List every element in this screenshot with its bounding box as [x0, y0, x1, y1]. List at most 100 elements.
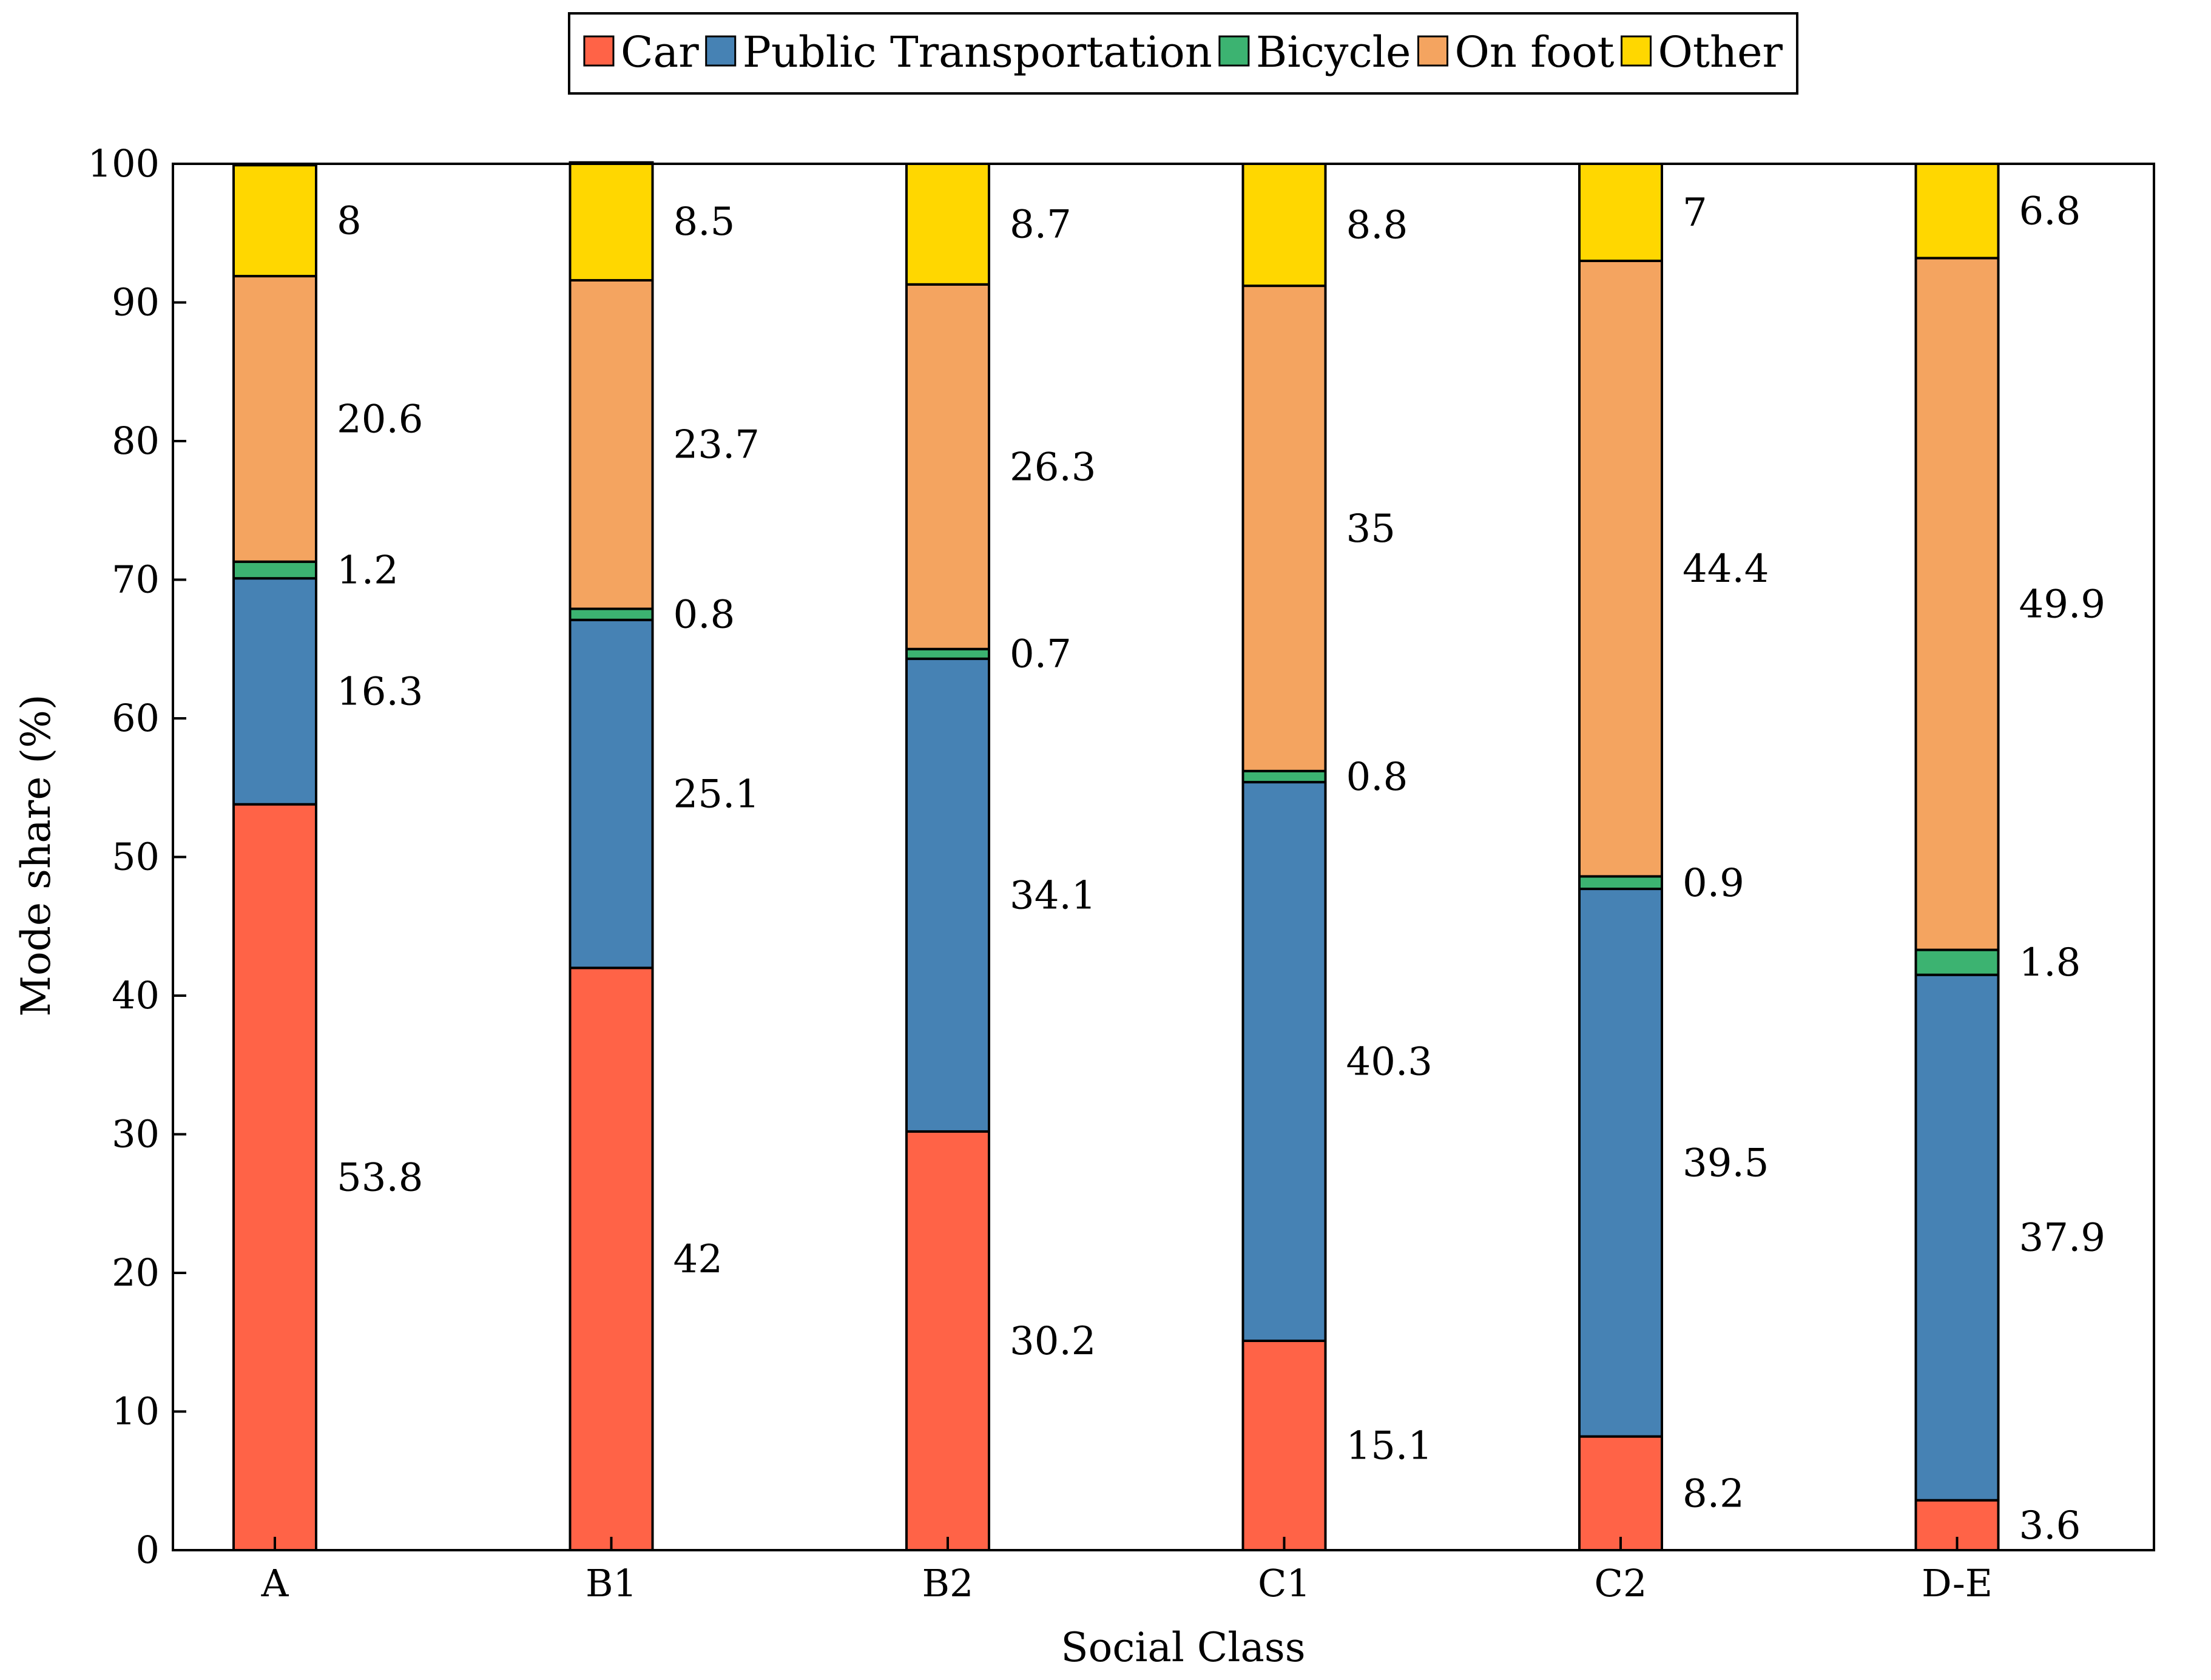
- bar-segment-other-b1: [569, 161, 654, 282]
- legend: Car Public Transportation Bicycle On foot Ot…: [567, 12, 1799, 95]
- y-axis: 0 10 20 30 40 50 60 70 80 90 100: [88, 141, 186, 1572]
- data-label: 20.6: [337, 397, 424, 442]
- bar-segment-bicycle-d-e: [1914, 948, 2000, 976]
- y-tick-label: 30: [112, 1112, 160, 1156]
- bar-segment-other-c1: [1241, 163, 1327, 288]
- legend-box: [567, 12, 1799, 95]
- y-tick-label: 10: [112, 1389, 160, 1434]
- x-axis: A B1 B2 C1 C2 D-E: [261, 1537, 1993, 1605]
- data-label: 8.5: [673, 200, 735, 245]
- bar-segment-other-d-e: [1914, 163, 2000, 260]
- data-label: 15.1: [1346, 1423, 1433, 1468]
- y-tick-label: 40: [112, 973, 160, 1017]
- legend-item-public-transportation: Public Transportation: [705, 27, 1212, 77]
- data-label: 49.9: [2019, 582, 2106, 627]
- bar-segment-bicycle-c2: [1578, 875, 1663, 891]
- bar-segment-on-foot-c1: [1241, 285, 1327, 772]
- bar-segment-car-a: [232, 803, 317, 1551]
- data-label: 3.6: [2019, 1503, 2081, 1548]
- data-label: 0.7: [1010, 632, 1072, 677]
- legend-item-car: Car: [583, 27, 699, 77]
- y-tick-label: 20: [112, 1250, 160, 1295]
- legend-label: Public Transportation: [743, 27, 1212, 77]
- bar-segment-on-foot-b2: [905, 283, 990, 650]
- y-tick-label: 0: [136, 1528, 160, 1572]
- bar-segment-car-c1: [1241, 1339, 1327, 1552]
- legend-label: Car: [621, 27, 699, 77]
- data-label: 6.8: [2019, 189, 2081, 234]
- legend-label: Bicycle: [1256, 27, 1411, 77]
- legend-item-bicycle: Bicycle: [1218, 27, 1411, 77]
- data-label: 1.2: [337, 548, 399, 593]
- y-tick-label: 90: [112, 280, 160, 325]
- data-label: 35: [1346, 507, 1396, 552]
- data-label: 23.7: [673, 423, 760, 468]
- bar-segment-car-c2: [1578, 1435, 1663, 1551]
- data-label: 7: [1683, 191, 1707, 235]
- data-label: 34.1: [1010, 873, 1096, 918]
- bar-segment-on-foot-b1: [569, 278, 654, 610]
- bar-segment-bicycle-b2: [905, 647, 990, 660]
- bar-segment-other-a: [232, 164, 317, 278]
- bar-segment-public-transportation-c1: [1241, 781, 1327, 1342]
- y-tick-label: 50: [112, 835, 160, 879]
- y-tick-label: 70: [112, 558, 160, 602]
- legend-label: Other: [1658, 27, 1783, 77]
- bar-segment-public-transportation-c2: [1578, 888, 1663, 1438]
- data-label: 42: [673, 1237, 723, 1282]
- data-label: 40.3: [1346, 1040, 1433, 1085]
- legend-swatch: [1621, 35, 1652, 67]
- bar-segment-on-foot-a: [232, 275, 317, 563]
- data-label: 37.9: [2019, 1216, 2106, 1261]
- data-label: 39.5: [1683, 1141, 1769, 1186]
- legend-label: On foot: [1454, 27, 1614, 77]
- legend-item-other: Other: [1621, 27, 1783, 77]
- legend-swatch: [583, 35, 615, 67]
- data-label: 0.8: [1346, 755, 1408, 800]
- bar-segment-bicycle-b1: [569, 607, 654, 621]
- x-tick-label: B2: [922, 1561, 973, 1605]
- data-label: 26.3: [1010, 445, 1096, 490]
- legend-swatch: [1417, 35, 1448, 67]
- bar-segment-public-transportation-b1: [569, 618, 654, 970]
- bar-segment-bicycle-a: [232, 560, 317, 580]
- y-tick-label: 80: [112, 419, 160, 463]
- y-axis-title: Mode share (%): [13, 694, 59, 1016]
- bar-segment-public-transportation-a: [232, 577, 317, 806]
- bar-segment-car-b2: [905, 1130, 990, 1552]
- x-axis-title: Social Class: [1061, 1624, 1305, 1671]
- y-tick-label: 60: [112, 696, 160, 740]
- legend-swatch: [705, 35, 737, 67]
- bar-segment-on-foot-d-e: [1914, 257, 2000, 951]
- data-labels-group: 53.8 16.3 1.2 20.6 8 42 25.1 0.8 23.7 8.5 30.2 34.1…: [337, 189, 2105, 1548]
- data-label: 1.8: [2019, 940, 2081, 985]
- data-label: 0.8: [673, 593, 735, 638]
- x-tick-label: C1: [1258, 1561, 1311, 1605]
- y-tick-label: 100: [88, 141, 160, 186]
- bar-segment-public-transportation-b2: [905, 657, 990, 1133]
- bar-segment-other-b2: [905, 163, 990, 286]
- data-label: 0.9: [1683, 861, 1744, 906]
- data-label: 8.8: [1346, 203, 1408, 248]
- bar-segment-bicycle-c1: [1241, 769, 1327, 784]
- legend-item-on-foot: On foot: [1417, 27, 1615, 77]
- bar-segment-public-transportation-d-e: [1914, 973, 2000, 1502]
- x-tick-label: B1: [586, 1561, 637, 1605]
- legend-swatch: [1218, 35, 1250, 67]
- plot-frame: [172, 163, 2155, 1551]
- bar-segment-on-foot-c2: [1578, 259, 1663, 878]
- bars-group: [232, 161, 2000, 1552]
- data-label: 44.4: [1683, 547, 1769, 592]
- data-label: 53.8: [337, 1155, 424, 1200]
- x-tick-label: A: [261, 1561, 289, 1605]
- bar-segment-car-b1: [569, 967, 654, 1552]
- data-label: 16.3: [337, 669, 424, 714]
- data-label: 8: [337, 199, 362, 244]
- data-label: 8.2: [1683, 1471, 1744, 1516]
- data-label: 30.2: [1010, 1319, 1096, 1364]
- x-tick-label: D-E: [1922, 1561, 1993, 1605]
- bar-segment-other-c2: [1578, 163, 1663, 262]
- x-tick-label: C2: [1595, 1561, 1647, 1605]
